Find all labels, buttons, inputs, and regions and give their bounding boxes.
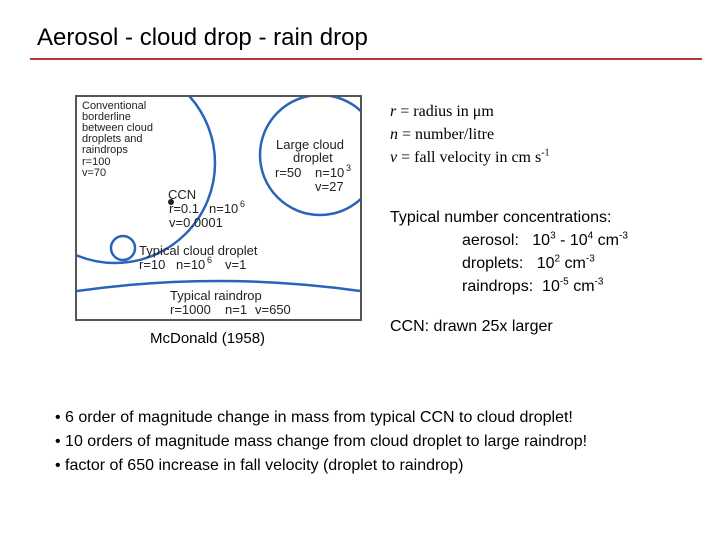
title-underline bbox=[30, 58, 702, 60]
borderline-circle bbox=[77, 97, 217, 265]
figure-caption: McDonald (1958) bbox=[150, 330, 266, 347]
borderline-line-4: droplets and bbox=[82, 133, 143, 145]
cloud-droplet-n: n=10 bbox=[176, 257, 205, 272]
large-droplet-title-2: droplet bbox=[293, 150, 333, 165]
large-droplet-n: n=10 bbox=[315, 165, 344, 180]
ccn-scale-note: CCN: drawn 25x larger bbox=[390, 318, 553, 335]
large-droplet-v: v=27 bbox=[315, 179, 344, 194]
ccn-v: v=0.0001 bbox=[169, 215, 223, 230]
raindrop-arc bbox=[76, 279, 361, 293]
diagram-frame bbox=[75, 95, 362, 321]
cloud-droplet-r: r=10 bbox=[139, 257, 165, 272]
raindrop-title: Typical raindrop bbox=[170, 288, 262, 303]
cloud-droplet-v: v=1 bbox=[225, 257, 246, 272]
raindrop-v: v=650 bbox=[255, 302, 291, 317]
cloud-droplet-circle bbox=[109, 234, 137, 262]
borderline-line-2: borderline bbox=[82, 111, 131, 123]
concentrations-heading: Typical number concentrations: bbox=[390, 209, 612, 226]
cloud-droplet-n-exp: 6 bbox=[207, 255, 212, 265]
bullet-item: • factor of 650 increase in fall velocit… bbox=[55, 457, 464, 474]
ccn-n-exp: 6 bbox=[240, 199, 245, 209]
drop-size-diagram: Conventional borderline between cloud dr… bbox=[75, 95, 362, 321]
bullet-item: • 10 orders of magnitude mass change fro… bbox=[55, 433, 588, 450]
definition-v: v = fall velocity in cm s-1 bbox=[390, 147, 550, 166]
concentration-droplets: droplets: 102 cm-3 bbox=[462, 253, 595, 272]
large-droplet-title-1: Large cloud bbox=[276, 137, 344, 152]
bullet-item: • 6 order of magnitude change in mass fr… bbox=[55, 409, 573, 426]
variable-definitions: r = radius in μm n = number/litre v = fa… bbox=[390, 100, 550, 169]
ccn-dot bbox=[168, 199, 174, 205]
borderline-v: v=70 bbox=[82, 167, 106, 179]
ccn-title: CCN bbox=[168, 187, 196, 202]
definition-r: r = radius in μm bbox=[390, 103, 494, 120]
large-droplet-circle bbox=[258, 97, 360, 217]
bullet-list: • 6 order of magnitude change in mass fr… bbox=[55, 406, 587, 478]
raindrop-n: n=1 bbox=[225, 302, 247, 317]
borderline-line-1: Conventional bbox=[82, 100, 146, 112]
raindrop-r: r=1000 bbox=[170, 302, 211, 317]
concentration-aerosol: aerosol: 103 - 104 cm-3 bbox=[462, 230, 628, 249]
slide-title: Aerosol - cloud drop - rain drop bbox=[37, 24, 368, 51]
borderline-line-3: between cloud bbox=[82, 122, 153, 134]
large-droplet-n-exp: 3 bbox=[346, 163, 351, 173]
cloud-droplet-title: Typical cloud droplet bbox=[139, 243, 258, 258]
ccn-n: n=10 bbox=[209, 201, 238, 216]
ccn-r: r=0.1 bbox=[169, 201, 199, 216]
concentration-raindrops: raindrops: 10-5 cm-3 bbox=[462, 276, 604, 295]
borderline-line-5: raindrops bbox=[82, 144, 128, 156]
number-concentrations: Typical number concentrations: aerosol: … bbox=[390, 206, 628, 298]
large-droplet-r: r=50 bbox=[275, 165, 301, 180]
borderline-r: r=100 bbox=[82, 156, 110, 168]
definition-n: n = number/litre bbox=[390, 126, 495, 143]
